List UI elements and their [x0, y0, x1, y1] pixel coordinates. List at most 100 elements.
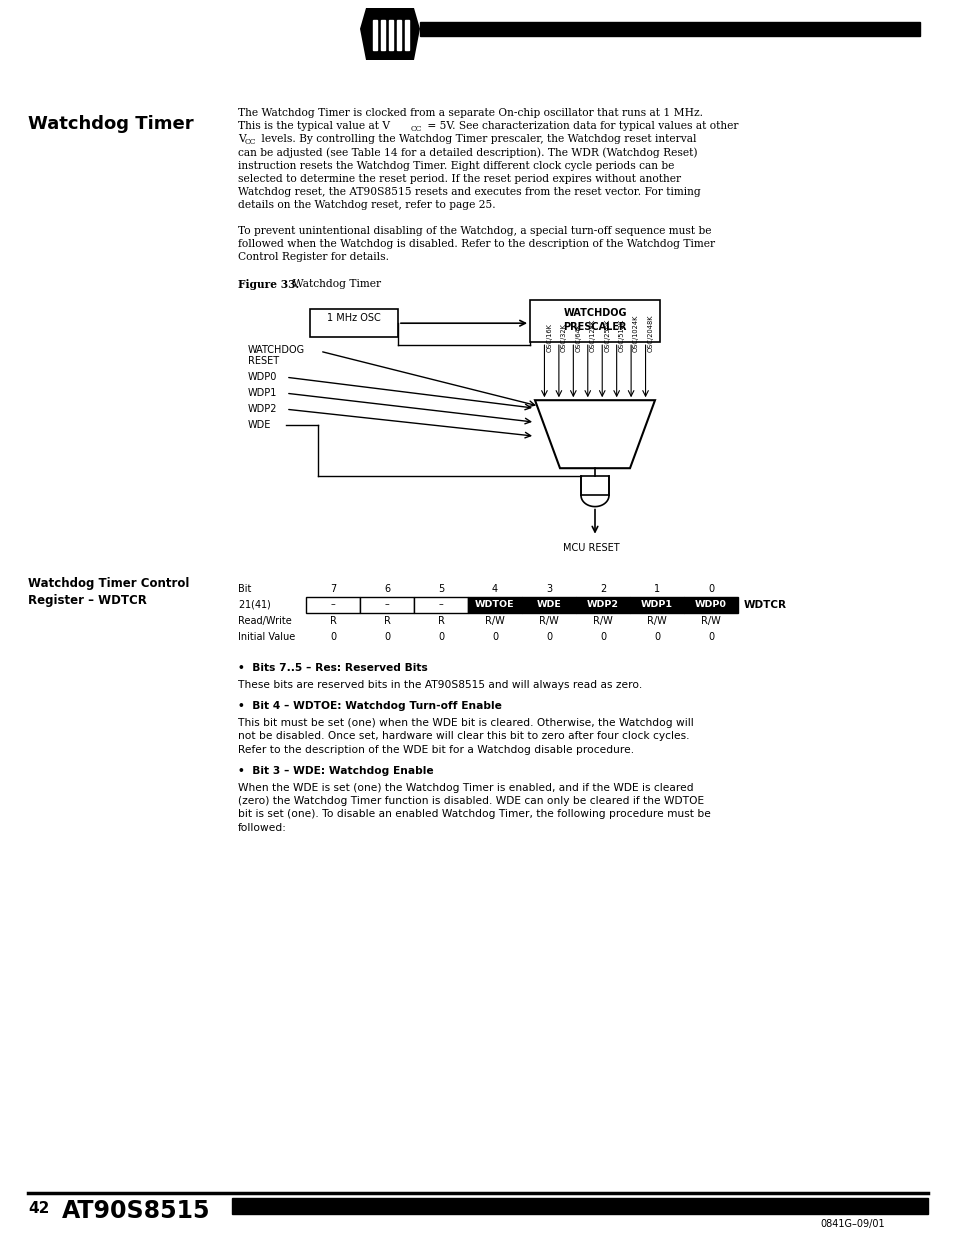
Text: 0: 0: [383, 631, 390, 642]
Bar: [380, 20, 385, 49]
Bar: [396, 20, 400, 49]
Text: AT90S8515: AT90S8515: [62, 1199, 211, 1223]
Text: OSC/64K: OSC/64K: [575, 324, 580, 352]
Text: OSC/128K: OSC/128K: [589, 319, 596, 352]
Text: WDE: WDE: [536, 600, 561, 609]
Text: –: –: [384, 600, 389, 609]
Text: MCU RESET: MCU RESET: [562, 542, 619, 552]
Bar: [576, 597, 629, 613]
Bar: [405, 20, 409, 49]
Text: WDP1: WDP1: [640, 600, 672, 609]
Text: •  Bit 4 – WDTOE: Watchdog Turn-off Enable: • Bit 4 – WDTOE: Watchdog Turn-off Enabl…: [237, 701, 501, 711]
Text: 0: 0: [330, 631, 335, 642]
Bar: [389, 20, 393, 49]
Text: Watchdog reset, the AT90S8515 resets and executes from the reset vector. For tim: Watchdog reset, the AT90S8515 resets and…: [237, 188, 700, 198]
Text: selected to determine the reset period. If the reset period expires without anot: selected to determine the reset period. …: [237, 174, 680, 184]
Text: levels. By controlling the Watchdog Timer prescaler, the Watchdog reset interval: levels. By controlling the Watchdog Time…: [257, 135, 696, 144]
Text: Watchdog Timer: Watchdog Timer: [286, 279, 381, 289]
Text: 0: 0: [653, 631, 659, 642]
Text: R/W: R/W: [646, 615, 666, 626]
Text: R: R: [329, 615, 336, 626]
Text: •  Bit 3 – WDE: Watchdog Enable: • Bit 3 – WDE: Watchdog Enable: [237, 766, 434, 776]
Text: R/W: R/W: [485, 615, 504, 626]
Text: bit is set (one). To disable an enabled Watchdog Timer, the following procedure : bit is set (one). To disable an enabled …: [237, 809, 710, 819]
Text: 0: 0: [492, 631, 497, 642]
Text: OSC/1024K: OSC/1024K: [633, 315, 639, 352]
Bar: [530, 300, 659, 342]
Text: 0: 0: [599, 631, 605, 642]
Bar: [359, 597, 414, 613]
Text: WATCHDOG: WATCHDOG: [562, 309, 626, 319]
Text: WDE: WDE: [248, 420, 271, 430]
Polygon shape: [359, 7, 419, 61]
Text: 5: 5: [437, 584, 444, 594]
Text: 0: 0: [545, 631, 552, 642]
Text: CC: CC: [245, 138, 256, 146]
Text: 6: 6: [383, 584, 390, 594]
Text: WDTCR: WDTCR: [743, 600, 786, 610]
Text: Refer to the description of the WDE bit for a Watchdog disable procedure.: Refer to the description of the WDE bit …: [237, 745, 634, 755]
Text: OSC/256K: OSC/256K: [603, 319, 610, 352]
Text: WATCHDOG: WATCHDOG: [248, 346, 305, 356]
Text: The Watchdog Timer is clocked from a separate On-chip oscillator that runs at 1 : The Watchdog Timer is clocked from a sep…: [237, 107, 702, 119]
Text: 1: 1: [653, 584, 659, 594]
Polygon shape: [535, 400, 655, 468]
Bar: [468, 597, 521, 613]
Text: V: V: [237, 135, 245, 144]
Text: OSC/16K: OSC/16K: [546, 324, 552, 352]
Bar: [683, 597, 738, 613]
Text: Read/Write: Read/Write: [237, 615, 292, 626]
Bar: [419, 22, 919, 36]
Text: R: R: [383, 615, 390, 626]
Text: To prevent unintentional disabling of the Watchdog, a special turn-off sequence : To prevent unintentional disabling of th…: [237, 226, 711, 236]
Bar: [414, 597, 468, 613]
Bar: [306, 597, 359, 613]
Text: 0: 0: [437, 631, 443, 642]
Text: 0841G–09/01: 0841G–09/01: [820, 1219, 883, 1229]
Text: –: –: [331, 600, 335, 609]
Text: details on the Watchdog reset, refer to page 25.: details on the Watchdog reset, refer to …: [237, 200, 496, 210]
Text: These bits are reserved bits in the AT90S8515 and will always read as zero.: These bits are reserved bits in the AT90…: [237, 679, 641, 690]
Text: R/W: R/W: [593, 615, 612, 626]
Text: WDP2: WDP2: [248, 404, 277, 414]
Text: 4: 4: [492, 584, 497, 594]
Text: When the WDE is set (one) the Watchdog Timer is enabled, and if the WDE is clear: When the WDE is set (one) the Watchdog T…: [237, 783, 693, 793]
Text: followed when the Watchdog is disabled. Refer to the description of the Watchdog: followed when the Watchdog is disabled. …: [237, 238, 715, 248]
Text: Watchdog Timer: Watchdog Timer: [28, 115, 193, 133]
Text: Watchdog Timer Control
Register – WDTCR: Watchdog Timer Control Register – WDTCR: [28, 577, 190, 606]
Text: WDP1: WDP1: [248, 388, 277, 398]
Text: 42: 42: [28, 1200, 50, 1216]
Text: (zero) the Watchdog Timer function is disabled. WDE can only be cleared if the W: (zero) the Watchdog Timer function is di…: [237, 797, 703, 806]
Text: R: R: [437, 615, 444, 626]
Text: R/W: R/W: [538, 615, 558, 626]
Text: OSC/2048K: OSC/2048K: [647, 315, 653, 352]
Text: WDP0: WDP0: [695, 600, 726, 609]
Text: instruction resets the Watchdog Timer. Eight different clock cycle periods can b: instruction resets the Watchdog Timer. E…: [237, 161, 674, 170]
Bar: [310, 309, 397, 337]
Bar: [232, 1198, 927, 1214]
Text: Figure 33.: Figure 33.: [237, 279, 299, 290]
Text: 0: 0: [707, 631, 713, 642]
Text: not be disabled. Once set, hardware will clear this bit to zero after four clock: not be disabled. Once set, hardware will…: [237, 731, 689, 741]
Bar: [521, 597, 576, 613]
Text: 7: 7: [330, 584, 335, 594]
Text: This is the typical value at V: This is the typical value at V: [237, 121, 390, 131]
Text: $21 ($41): $21 ($41): [237, 598, 272, 611]
Text: PRESCALER: PRESCALER: [562, 322, 626, 332]
Text: 1 MHz OSC: 1 MHz OSC: [327, 314, 380, 324]
Bar: [373, 20, 376, 49]
Text: 0: 0: [707, 584, 713, 594]
Bar: [629, 597, 683, 613]
Text: •  Bits 7..5 – Res: Reserved Bits: • Bits 7..5 – Res: Reserved Bits: [237, 663, 427, 673]
Text: RESET: RESET: [248, 356, 279, 367]
Text: = 5V. See characterization data for typical values at other: = 5V. See characterization data for typi…: [423, 121, 738, 131]
Text: can be adjusted (see Table 14 for a detailed description). The WDR (Watchdog Res: can be adjusted (see Table 14 for a deta…: [237, 148, 697, 158]
Text: OSC/32K: OSC/32K: [560, 324, 566, 352]
Text: WDP0: WDP0: [248, 372, 277, 382]
Bar: [580, 477, 608, 495]
Text: R/W: R/W: [700, 615, 720, 626]
Text: Bit: Bit: [237, 584, 251, 594]
Text: CC: CC: [411, 125, 422, 132]
Text: Control Register for details.: Control Register for details.: [237, 252, 389, 262]
Text: OSC/512K: OSC/512K: [618, 319, 624, 352]
